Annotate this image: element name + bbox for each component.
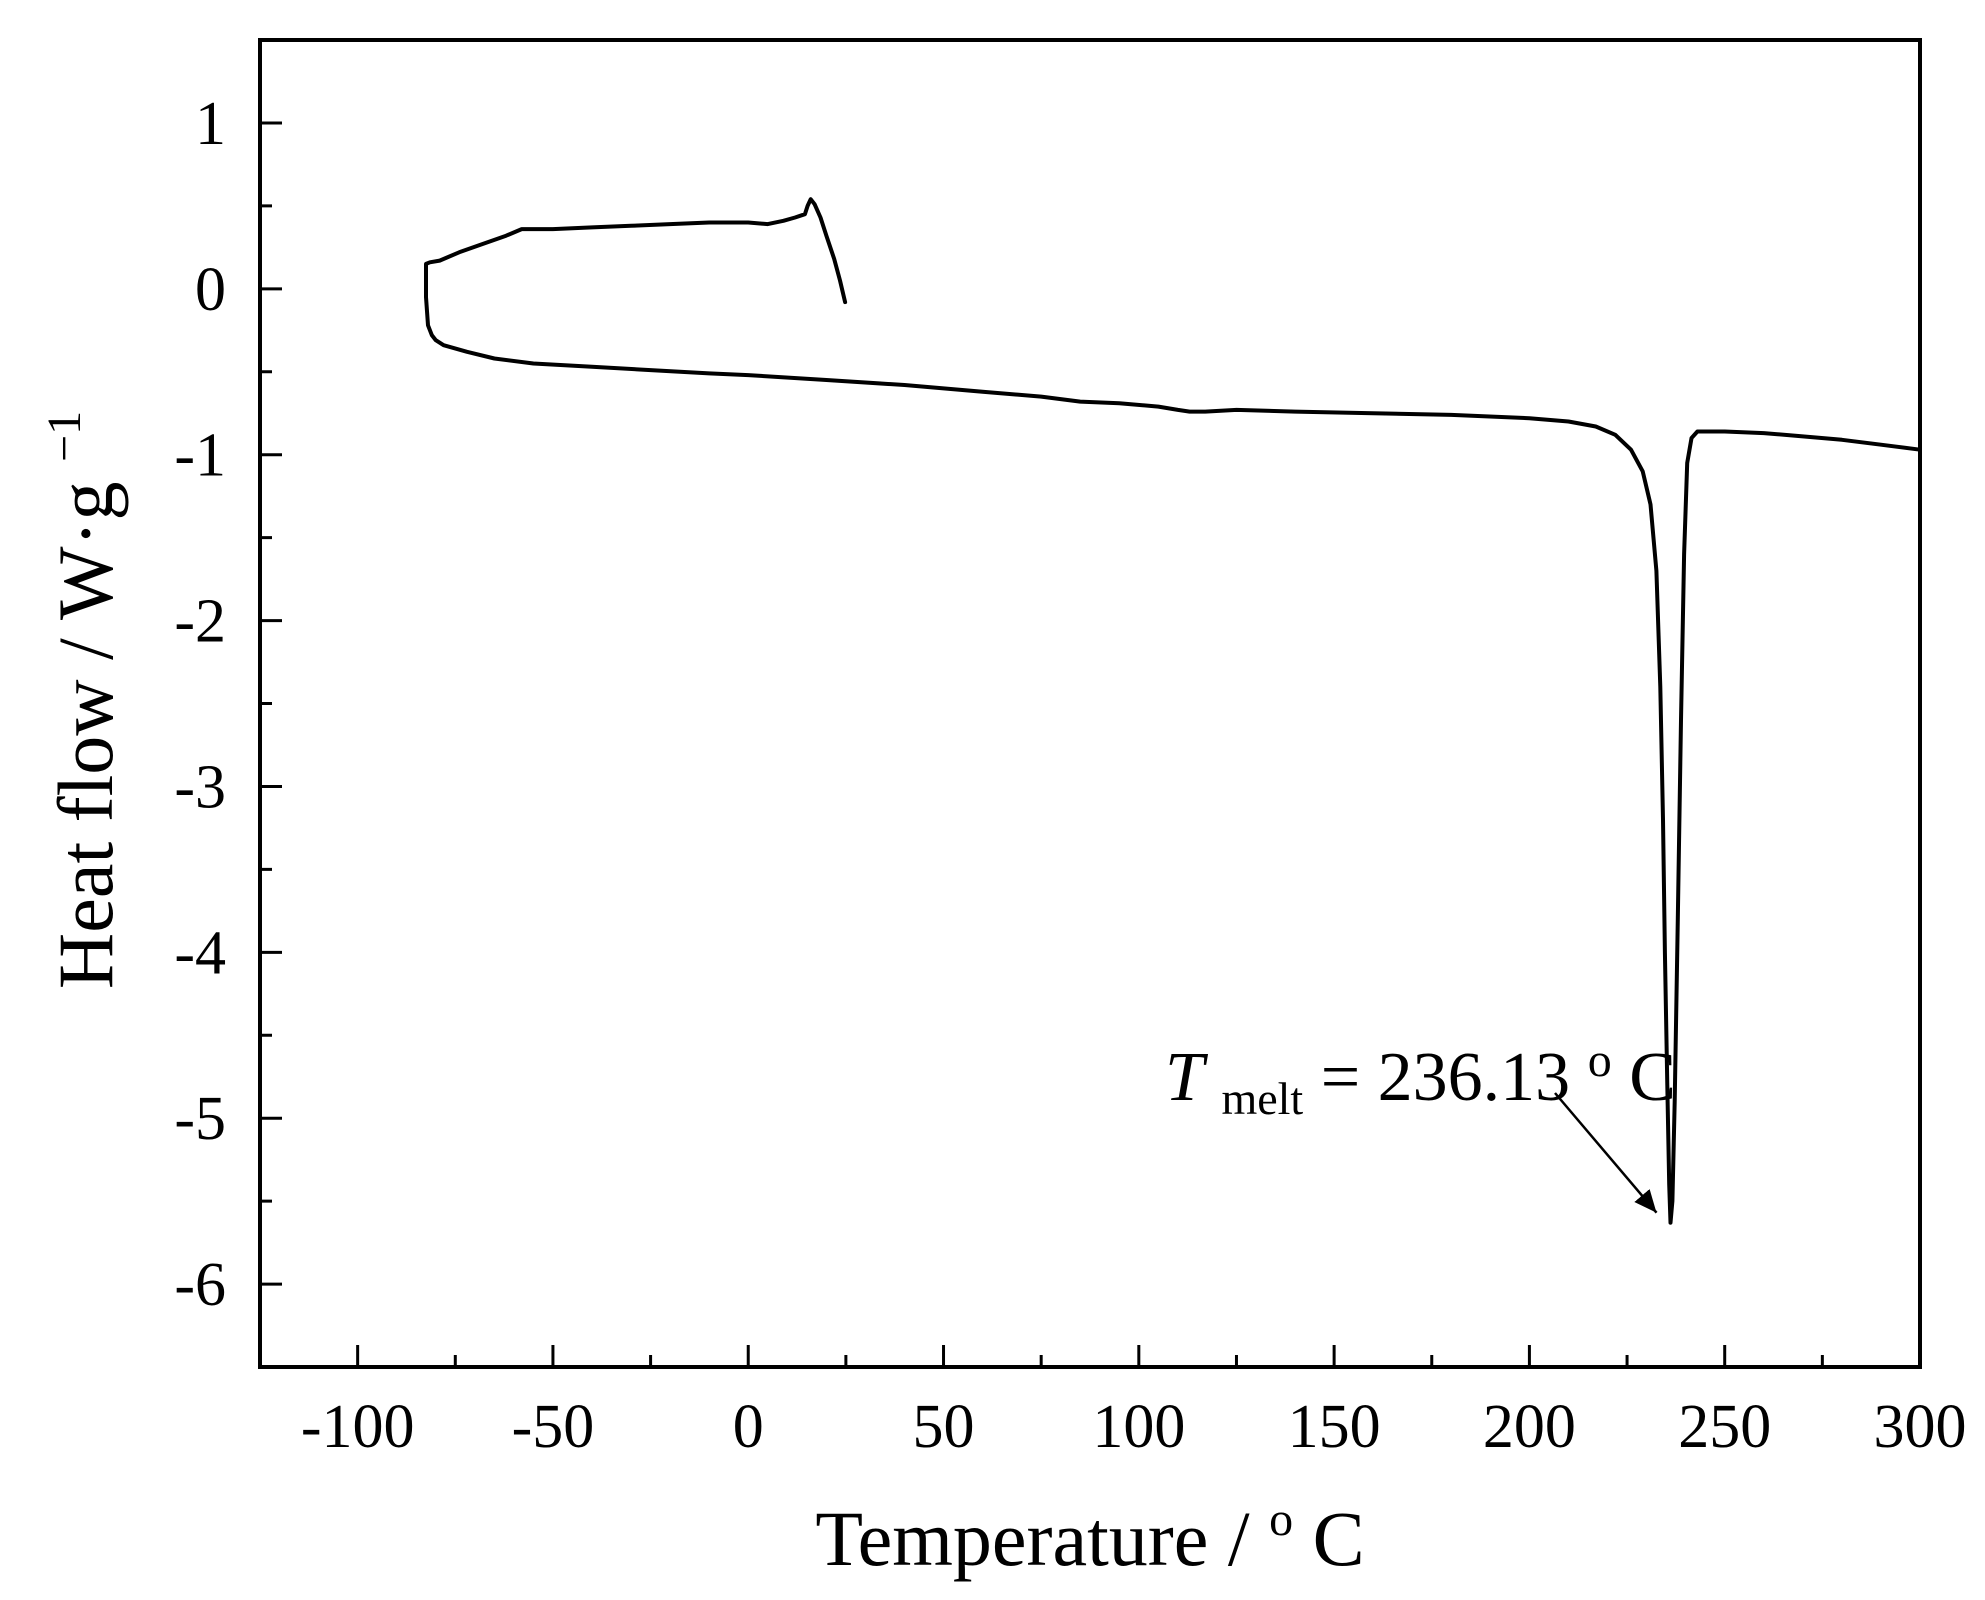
x-axis-title: Temperature / o C [815, 1465, 1364, 1582]
heat-flow-curve [424, 197, 1922, 1225]
annot-unit: C [1629, 1039, 1676, 1116]
x-tick-label: 300 [1874, 1393, 1967, 1461]
melt-arrow [1554, 1092, 1658, 1214]
annot-value: = 236.13 [1321, 1039, 1588, 1116]
melt-annotation: T melt = 236.13 o C [1165, 1015, 1676, 1130]
y-tick-label: 0 [195, 256, 226, 324]
plot-frame [258, 38, 1922, 1369]
y-axis-title-text: Heat flow / W·g [42, 482, 129, 990]
y-tick-label: -6 [174, 1251, 226, 1319]
x-tick-label: 150 [1288, 1393, 1381, 1461]
y-tick-label: -5 [174, 1085, 226, 1153]
x-tick-label: -50 [512, 1393, 595, 1461]
x-tick-label: 250 [1678, 1393, 1771, 1461]
y-axis-title: Heat flow / W·g −1 [38, 411, 129, 989]
x-tick-label: 50 [913, 1393, 975, 1461]
y-tick-label: -3 [174, 753, 226, 821]
x-tick-label: 0 [733, 1393, 764, 1461]
y-axis-tick-labels: 1 0 -1 -2 -3 -4 -5 -6 [174, 90, 226, 1319]
x-axis-ticks [356, 1345, 1922, 1367]
y-tick-label: -2 [174, 588, 226, 656]
x-tick-label: -100 [301, 1393, 415, 1461]
y-tick-label: 1 [195, 90, 226, 158]
annot-t: T [1165, 1039, 1209, 1116]
y-axis-ticks [260, 121, 282, 1286]
x-tick-label: 200 [1483, 1393, 1576, 1461]
y-tick-label: -1 [174, 422, 226, 490]
x-axis-title-text: Temperature / [815, 1495, 1269, 1582]
x-tick-label: 100 [1092, 1393, 1185, 1461]
y-axis-title-exponent: −1 [38, 411, 91, 462]
annot-degree: o [1588, 1034, 1612, 1087]
x-axis-title-unit: C [1313, 1495, 1365, 1582]
y-tick-label: -4 [174, 919, 226, 987]
x-axis-tick-labels: -100 -50 0 50 100 150 200 250 300 [301, 1393, 1967, 1461]
annot-sub: melt [1221, 1073, 1303, 1124]
x-axis-title-degree: o [1269, 1493, 1293, 1546]
